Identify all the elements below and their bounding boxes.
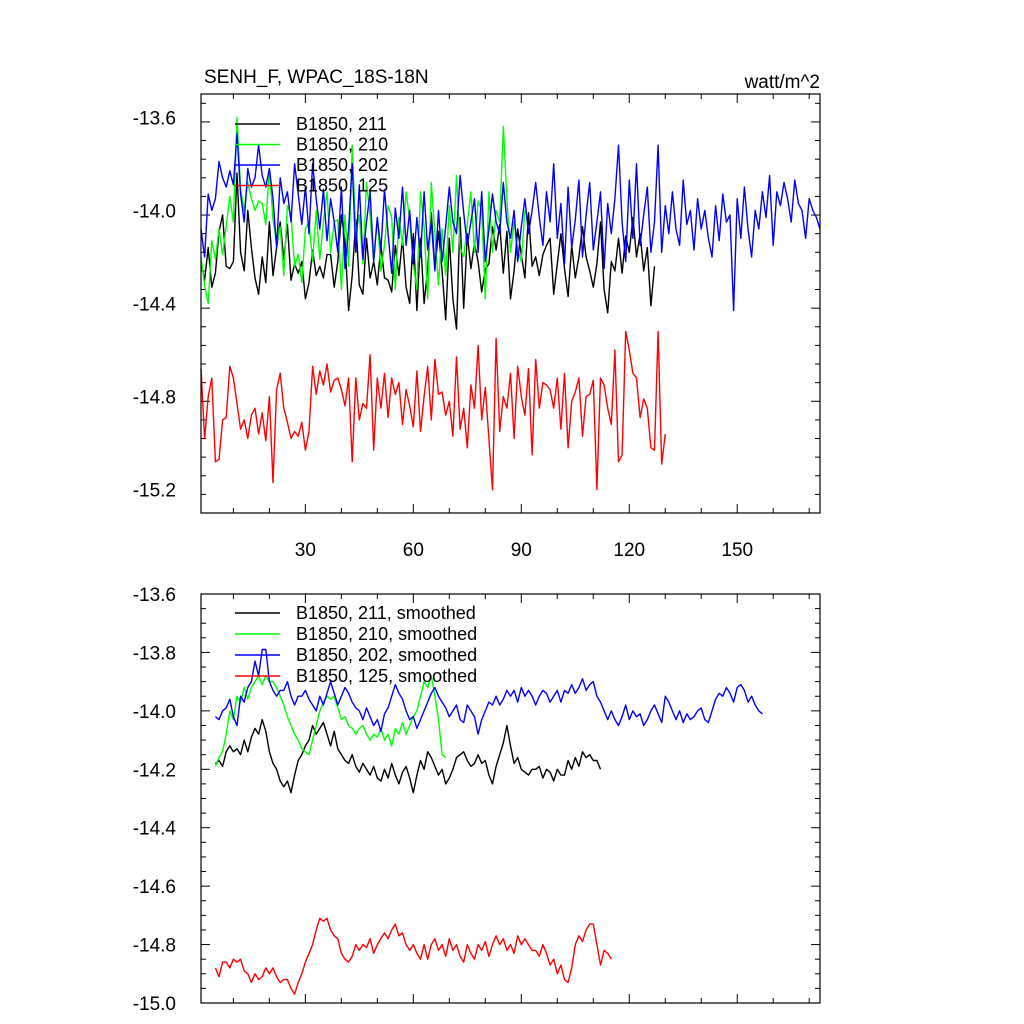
y-tick-label: -13.6 bbox=[133, 108, 176, 129]
legend-label: B1850, 210 bbox=[296, 135, 388, 155]
y-tick-label: -14.4 bbox=[133, 295, 177, 316]
series-line bbox=[214, 917, 612, 995]
x-tick-label: 150 bbox=[721, 540, 753, 561]
legend-label: B1850, 125, smoothed bbox=[296, 666, 477, 686]
y-tick-label: -13.6 bbox=[133, 585, 176, 606]
legend-label: B1850, 202, smoothed bbox=[296, 645, 477, 665]
x-tick-label: 30 bbox=[295, 540, 316, 561]
legend-label: B1850, 211 bbox=[296, 114, 387, 134]
series-line bbox=[200, 116, 526, 305]
legend-label: B1850, 211, smoothed bbox=[296, 603, 476, 623]
x-tick-label: 90 bbox=[511, 540, 532, 561]
top-series bbox=[200, 116, 821, 491]
y-tick-label: -13.8 bbox=[133, 643, 176, 664]
units-label: watt/m^2 bbox=[744, 72, 820, 93]
series-line bbox=[214, 718, 602, 794]
top-plot-frame bbox=[200, 93, 821, 514]
top-axis-ticks: -13.6 -14.0 -14.4 -14.8 -15.2 30 60 90 120 150 bbox=[133, 94, 820, 561]
series-line bbox=[200, 132, 821, 312]
series-line bbox=[214, 648, 763, 735]
y-tick-label: -14.0 bbox=[133, 702, 176, 723]
y-tick-label: -14.6 bbox=[133, 877, 176, 898]
y-tick-label: -14.8 bbox=[133, 388, 176, 409]
bottom-axis-ticks: -13.6 -13.8 -14.0 -14.2 -14.4 -14.6 -14.8 -15.0 bbox=[133, 585, 820, 1015]
legend-label: B1850, 202 bbox=[296, 155, 388, 175]
y-tick-label: -15.2 bbox=[133, 481, 176, 502]
top-panel: SENH_F, WPAC_18S-18N watt/m^2 -13.6 -14.0… bbox=[133, 67, 821, 561]
chart-title: SENH_F, WPAC_18S-18N bbox=[204, 67, 429, 88]
y-tick-label: -14.0 bbox=[133, 201, 176, 222]
legend-label: B1850, 210, smoothed bbox=[296, 624, 477, 644]
series-line bbox=[200, 330, 666, 491]
y-tick-label: -14.8 bbox=[133, 936, 176, 957]
y-tick-label: -14.2 bbox=[133, 760, 176, 781]
bottom-panel: -13.6 -13.8 -14.0 -14.2 -14.4 -14.6 -14.8 -15.0… bbox=[133, 585, 821, 1015]
y-tick-label: -15.0 bbox=[133, 994, 176, 1015]
series-line bbox=[214, 675, 447, 767]
bottom-series bbox=[214, 648, 763, 995]
y-tick-label: -14.4 bbox=[133, 819, 177, 840]
x-tick-label: 60 bbox=[403, 540, 424, 561]
bottom-plot-frame bbox=[200, 593, 821, 1004]
legend-label: B1850, 125 bbox=[296, 176, 388, 196]
x-tick-label: 120 bbox=[613, 540, 645, 561]
